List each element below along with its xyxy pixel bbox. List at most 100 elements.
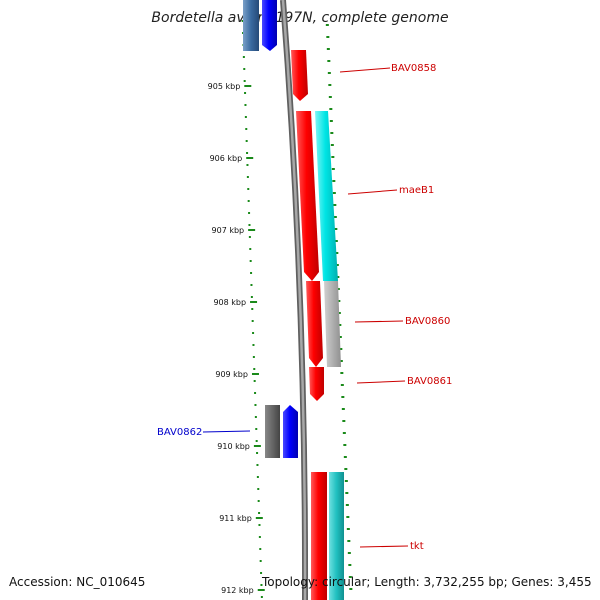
gc-skew-dash (343, 456, 347, 458)
gc-dot (258, 536, 261, 538)
map-title: Bordetella avium 197N, complete genome (151, 10, 449, 26)
cog-tkt (329, 472, 344, 600)
gc-skew-dash (327, 60, 331, 62)
gc-skew-dash (342, 420, 346, 422)
gc-skew-dash (341, 408, 345, 410)
gc-dot (257, 500, 260, 502)
gc-skew-dash (327, 72, 331, 74)
cds-bav0862 (283, 405, 298, 458)
tick-mark (255, 517, 263, 519)
gc-skew-dash (333, 216, 337, 218)
cog-maeb1 (315, 111, 338, 281)
gc-skew-dash (339, 360, 343, 362)
gc-dot (254, 416, 257, 418)
gc-skew-dash (348, 564, 352, 566)
gc-skew-dash (332, 180, 336, 182)
cds-maeb1 (296, 111, 319, 281)
gc-dot (245, 140, 248, 142)
gc-skew-dash (335, 264, 339, 266)
gc-skew-dash (344, 480, 348, 482)
gc-skew-dash (349, 588, 353, 590)
gc-skew-dash (346, 528, 350, 530)
cog-bav0862 (265, 405, 280, 458)
gc-skew-dash (340, 372, 344, 374)
tick-label: 905 kbp (208, 82, 241, 91)
gc-skew-dash (346, 516, 350, 518)
gc-skew-dash (331, 156, 335, 158)
gc-skew-dash (338, 336, 342, 338)
gc-dot (253, 380, 256, 382)
gc-skew-dash (337, 300, 341, 302)
tick-mark (253, 445, 261, 447)
gc-skew-dash (333, 204, 337, 206)
gc-skew-dash (329, 108, 333, 110)
gc-skew-dash (328, 84, 332, 86)
tick-label: 911 kbp (219, 514, 252, 523)
gc-dot (248, 236, 251, 238)
gc-dot (252, 332, 255, 334)
gc-skew-dash (334, 240, 338, 242)
gc-dot (252, 356, 255, 358)
label-maeb1[interactable]: maeB1 (399, 185, 434, 196)
gc-skew-dash (338, 324, 342, 326)
gc-skew-dash (330, 132, 334, 134)
label-bav0861[interactable]: BAV0861 (407, 376, 452, 387)
label-tkt[interactable]: tkt (410, 541, 424, 552)
gene-labels: BAV0858 maeB1 BAV0860 BAV0861 BAV0862 tk… (157, 63, 452, 552)
tick-mark (257, 589, 265, 591)
gc-dot (249, 260, 252, 262)
gc-skew-dash (340, 384, 344, 386)
gc-dot (244, 116, 247, 118)
genome-summary: Topology: circular; Length: 3,732,255 bp… (262, 575, 592, 589)
tick-label: 906 kbp (210, 154, 243, 163)
gc-dot (256, 476, 259, 478)
gc-dot (247, 200, 250, 202)
gc-skew-track (325, 24, 353, 590)
gc-dot (252, 344, 255, 346)
gc-skew-dash (336, 276, 340, 278)
cds-tkt (311, 472, 327, 600)
gc-skew-dash (326, 36, 330, 38)
tick-mark (248, 229, 256, 231)
gc-skew-dash (345, 492, 349, 494)
gc-dot (260, 572, 263, 574)
tick-label: 909 kbp (215, 370, 248, 379)
gc-dot (255, 428, 258, 430)
gc-skew-dash (345, 504, 349, 506)
gc-skew-dash (339, 348, 343, 350)
tick-mark (250, 301, 258, 303)
gc-skew-dash (337, 312, 341, 314)
gc-dot (256, 452, 259, 454)
gc-dot (259, 548, 262, 550)
gc-skew-dash (331, 168, 335, 170)
gc-dot (258, 512, 261, 514)
cog-bav0860 (324, 281, 341, 367)
label-bav0862[interactable]: BAV0862 (157, 427, 202, 438)
gc-dot (257, 488, 260, 490)
gc-dot (244, 92, 247, 94)
gc-content-track (241, 20, 263, 598)
tick-label: 907 kbp (212, 226, 245, 235)
gc-dot (253, 368, 256, 370)
position-ticks: 905 kbp 906 kbp 907 kbp 908 kbp 909 kbp 910 k… (208, 82, 265, 595)
gc-dot (256, 464, 259, 466)
gc-skew-dash (335, 252, 339, 254)
label-bav0860[interactable]: BAV0860 (405, 316, 450, 327)
gc-dot (250, 272, 253, 274)
cds-top-steel (243, 0, 259, 51)
label-bav0858[interactable]: BAV0858 (391, 63, 436, 74)
tick-mark (251, 373, 259, 375)
gc-dot (254, 404, 257, 406)
gc-dot (260, 596, 263, 598)
gc-skew-dash (343, 444, 347, 446)
gc-dot (251, 308, 254, 310)
cds-features (243, 0, 344, 600)
gc-dot (247, 188, 250, 190)
gc-dot (251, 320, 254, 322)
gc-skew-dash (328, 96, 332, 98)
gc-skew-dash (329, 120, 333, 122)
gc-dot (254, 392, 257, 394)
gc-skew-dash (341, 396, 345, 398)
cds-bav0861 (309, 367, 324, 401)
